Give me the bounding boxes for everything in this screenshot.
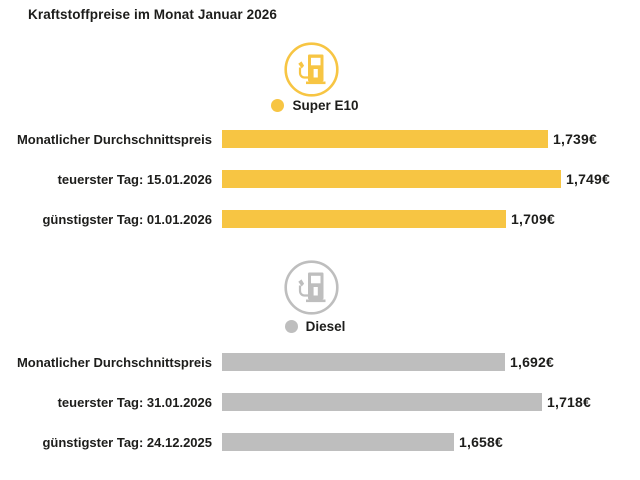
chart-title: Kraftstoffpreise im Monat Januar 2026	[28, 7, 278, 22]
bar-row-value: 1,658€	[459, 434, 504, 450]
bar-row-label: teuerster Tag: 15.01.2026	[57, 171, 212, 187]
bar-row-value: 1,709€	[511, 211, 556, 227]
bar-row-value: 1,739€	[553, 131, 598, 147]
bar-group-super-e10: Monatlicher Durchschnittspreis 1,739€ te…	[0, 119, 640, 239]
bar-row-label: günstigster Tag: 01.01.2026	[42, 211, 212, 227]
bar-group-diesel: Monatlicher Durchschnittspreis 1,692€ te…	[0, 342, 640, 462]
bar-row: Monatlicher Durchschnittspreis 1,692€	[0, 342, 640, 382]
bar-row-label: Monatlicher Durchschnittspreis	[16, 354, 212, 370]
bar-row-value: 1,718€	[547, 394, 592, 410]
bar-row-label: günstigster Tag: 24.12.2025	[42, 434, 212, 450]
bar-row-value: 1,692€	[510, 354, 555, 370]
bar-super-e10-min-day	[222, 210, 506, 228]
bar-row: Monatlicher Durchschnittspreis 1,739€	[0, 119, 640, 159]
bar-row-label: teuerster Tag: 31.01.2026	[57, 394, 212, 410]
bar-super-e10-average	[222, 130, 548, 148]
bar-row: teuerster Tag: 31.01.2026 1,718€	[0, 382, 640, 422]
legend-diesel: Diesel	[225, 319, 405, 334]
bar-row: teuerster Tag: 15.01.2026 1,749€	[0, 159, 640, 199]
bar-row: günstigster Tag: 24.12.2025 1,658€	[0, 422, 640, 462]
legend-label-diesel: Diesel	[305, 319, 346, 334]
legend-dot-super-e10	[271, 99, 285, 112]
bar-row: günstigster Tag: 01.01.2026 1,709€	[0, 199, 640, 239]
bar-row-label: Monatlicher Durchschnittspreis	[16, 131, 212, 147]
legend-label-super-e10: Super E10	[292, 98, 359, 113]
bar-diesel-min-day	[222, 433, 454, 451]
fuel-pump-icon	[283, 41, 340, 98]
fuel-pump-icon	[283, 259, 340, 316]
bar-super-e10-max-day	[222, 170, 561, 188]
bar-diesel-max-day	[222, 393, 542, 411]
legend-super-e10: Super E10	[225, 98, 405, 113]
legend-dot-diesel	[284, 320, 298, 333]
bar-diesel-average	[222, 353, 505, 371]
bar-row-value: 1,749€	[566, 171, 611, 187]
